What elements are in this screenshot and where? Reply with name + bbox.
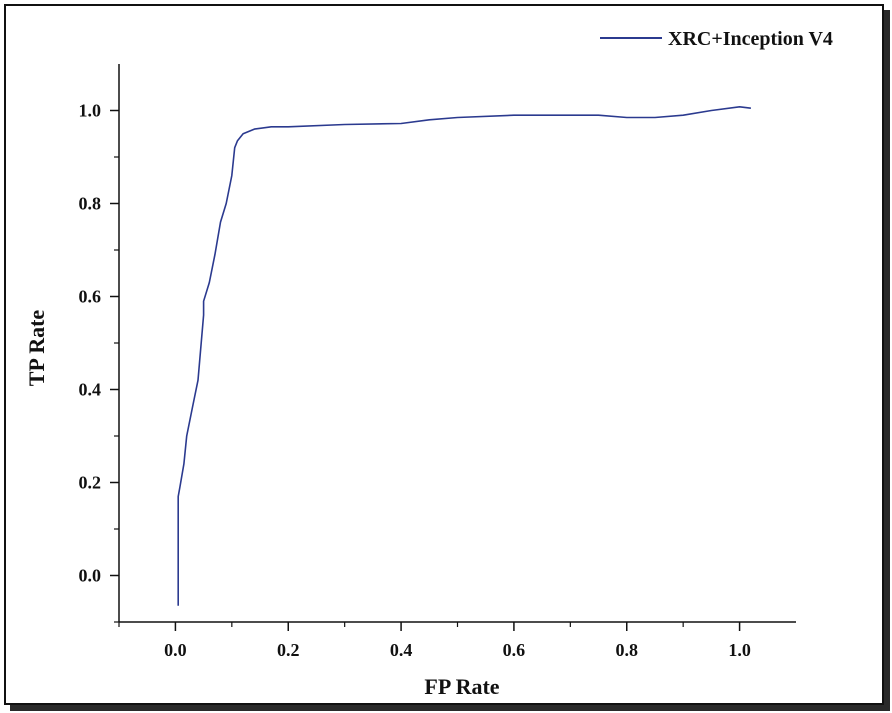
y-tick-label: 0.6 [79,287,102,307]
roc-chart: 0.0 0.2 0.4 0.6 0.8 1.0 0.0 0.2 0.4 0.6 0.8 1.0 FP … [24,28,833,699]
chart-frame: 0.0 0.2 0.4 0.6 0.8 1.0 0.0 0.2 0.4 0.6 0.8 1.0 FP … [4,4,884,705]
tick-labels: 0.0 0.2 0.4 0.6 0.8 1.0 0.0 0.2 0.4 0.6 0.8 1.0 [79,101,751,661]
y-tick-label: 0.0 [79,566,102,586]
axis-ticks [110,109,741,631]
y-tick-label: 0.4 [79,380,102,400]
y-tick-label: 0.8 [79,194,102,214]
legend: XRC+Inception V4 [600,28,833,50]
x-axis-title: FP Rate [424,674,499,699]
y-tick-label: 1.0 [79,101,102,121]
x-tick-label: 0.0 [164,640,187,660]
x-tick-label: 0.2 [277,640,300,660]
x-tick-label: 1.0 [728,640,751,660]
series-line [177,106,751,606]
x-tick-label: 0.8 [616,640,639,660]
series-layer [177,106,751,606]
legend-label: XRC+Inception V4 [668,28,833,50]
y-axis-title: TP Rate [24,310,49,387]
y-tick-label: 0.2 [79,473,102,493]
x-tick-label: 0.4 [390,640,413,660]
x-tick-label: 0.6 [503,640,526,660]
